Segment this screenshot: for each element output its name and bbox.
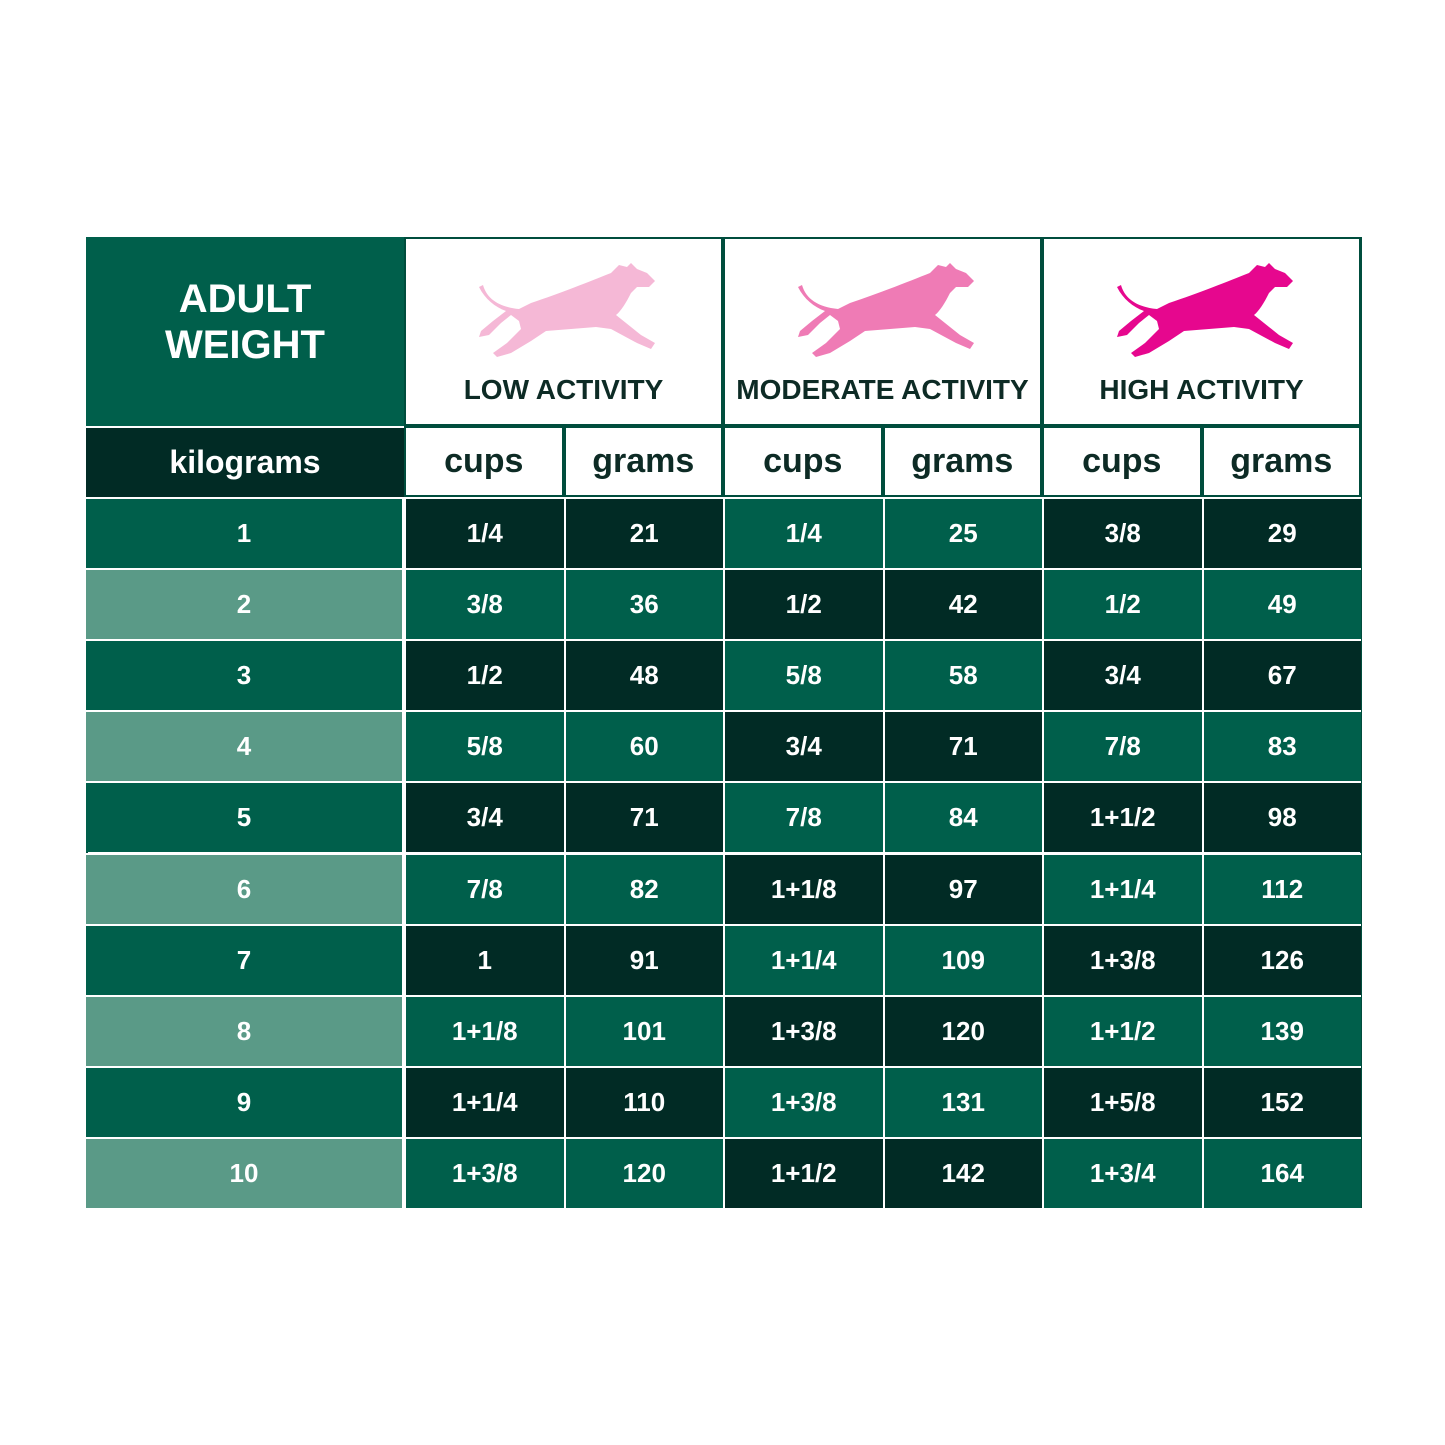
value-cell: 1+3/8 [1042, 923, 1202, 995]
value-cell: 1/2 [1042, 568, 1202, 640]
value-cell: 91 [563, 923, 723, 995]
value-cell: 3/8 [1042, 497, 1202, 569]
weight-cell: 7 [86, 923, 404, 995]
value-cell: 1+1/2 [1042, 781, 1202, 853]
dog-shape [478, 263, 655, 357]
group-label: MODERATE ACTIVITY [736, 374, 1029, 405]
value-cell: 25 [882, 497, 1042, 569]
value-cell: 3/8 [404, 568, 564, 640]
column-header: cups [1042, 426, 1202, 497]
value-cell: 101 [563, 994, 723, 1066]
value-cell: 7/8 [723, 781, 883, 853]
value-cell: 139 [1201, 994, 1361, 1066]
value-cell: 1+3/4 [1042, 1136, 1202, 1208]
value-cell: 60 [563, 710, 723, 782]
value-cell: 58 [882, 639, 1042, 711]
weight-cell: 6 [86, 852, 404, 924]
group-label: LOW ACTIVITY [463, 374, 664, 405]
dog-shape [1116, 263, 1293, 357]
dog-icon [478, 263, 655, 357]
weight-cell: 4 [86, 710, 404, 782]
value-cell: 1+5/8 [1042, 1065, 1202, 1137]
value-cell: 29 [1201, 497, 1361, 569]
column-header: grams [563, 426, 723, 497]
column-header: cups [723, 426, 883, 497]
weight-cell: 10 [86, 1136, 404, 1208]
value-cell: 110 [563, 1065, 723, 1137]
title-line: WEIGHT [165, 322, 325, 367]
value-cell: 82 [563, 852, 723, 924]
group-label: HIGH ACTIVITY [1099, 374, 1304, 405]
value-cell: 67 [1201, 639, 1361, 711]
value-cell: 49 [1201, 568, 1361, 640]
value-cell: 71 [563, 781, 723, 853]
value-cell: 3/4 [404, 781, 564, 853]
value-cell: 1/4 [404, 497, 564, 569]
dog-shape [797, 263, 974, 357]
value-cell: 109 [882, 923, 1042, 995]
value-cell: 3/4 [723, 710, 883, 782]
value-cell: 126 [1201, 923, 1361, 995]
value-cell: 120 [563, 1136, 723, 1208]
dog-icon [1116, 263, 1293, 357]
value-cell: 1/2 [404, 639, 564, 711]
weight-cell: 8 [86, 994, 404, 1066]
group-header: LOW ACTIVITY [404, 237, 723, 426]
value-cell: 71 [882, 710, 1042, 782]
weight-cell: 9 [86, 1065, 404, 1137]
column-header: cups [404, 426, 564, 497]
value-cell: 97 [882, 852, 1042, 924]
weight-cell: 5 [86, 781, 404, 853]
value-cell: 1+1/2 [1042, 994, 1202, 1066]
value-cell: 84 [882, 781, 1042, 853]
value-cell: 1+3/8 [723, 1065, 883, 1137]
value-cell: 1+3/8 [723, 994, 883, 1066]
value-cell: 112 [1201, 852, 1361, 924]
weight-cell: 2 [86, 568, 404, 640]
value-cell: 7/8 [404, 852, 564, 924]
value-cell: 1/2 [723, 568, 883, 640]
title-line: ADULT [178, 276, 312, 321]
value-cell: 120 [882, 994, 1042, 1066]
value-cell: 98 [1201, 781, 1361, 853]
value-cell: 48 [563, 639, 723, 711]
value-cell: 1+1/4 [723, 923, 883, 995]
value-cell: 152 [1201, 1065, 1361, 1137]
value-cell: 1+1/8 [404, 994, 564, 1066]
group-header: HIGH ACTIVITY [1042, 237, 1361, 426]
column-header: grams [882, 426, 1042, 497]
value-cell: 1+1/8 [723, 852, 883, 924]
value-cell: 36 [563, 568, 723, 640]
title-cell: ADULT WEIGHT [86, 237, 404, 426]
weight-cell: 1 [86, 497, 404, 569]
group-header: MODERATE ACTIVITY [723, 237, 1042, 426]
value-cell: 1 [404, 923, 564, 995]
value-cell: 1+1/4 [404, 1065, 564, 1137]
value-cell: 3/4 [1042, 639, 1202, 711]
value-cell: 21 [563, 497, 723, 569]
value-cell: 1+1/4 [1042, 852, 1202, 924]
value-cell: 1+1/2 [723, 1136, 883, 1208]
column-header: grams [1201, 426, 1361, 497]
value-cell: 5/8 [723, 639, 883, 711]
value-cell: 83 [1201, 710, 1361, 782]
weight-cell: 3 [86, 639, 404, 711]
value-cell: 131 [882, 1065, 1042, 1137]
value-cell: 42 [882, 568, 1042, 640]
value-cell: 164 [1201, 1136, 1361, 1208]
value-cell: 7/8 [1042, 710, 1202, 782]
unit-header: kilograms [86, 426, 404, 497]
value-cell: 1/4 [723, 497, 883, 569]
value-cell: 142 [882, 1136, 1042, 1208]
value-cell: 5/8 [404, 710, 564, 782]
dog-icon [797, 263, 974, 357]
value-cell: 1+3/8 [404, 1136, 564, 1208]
